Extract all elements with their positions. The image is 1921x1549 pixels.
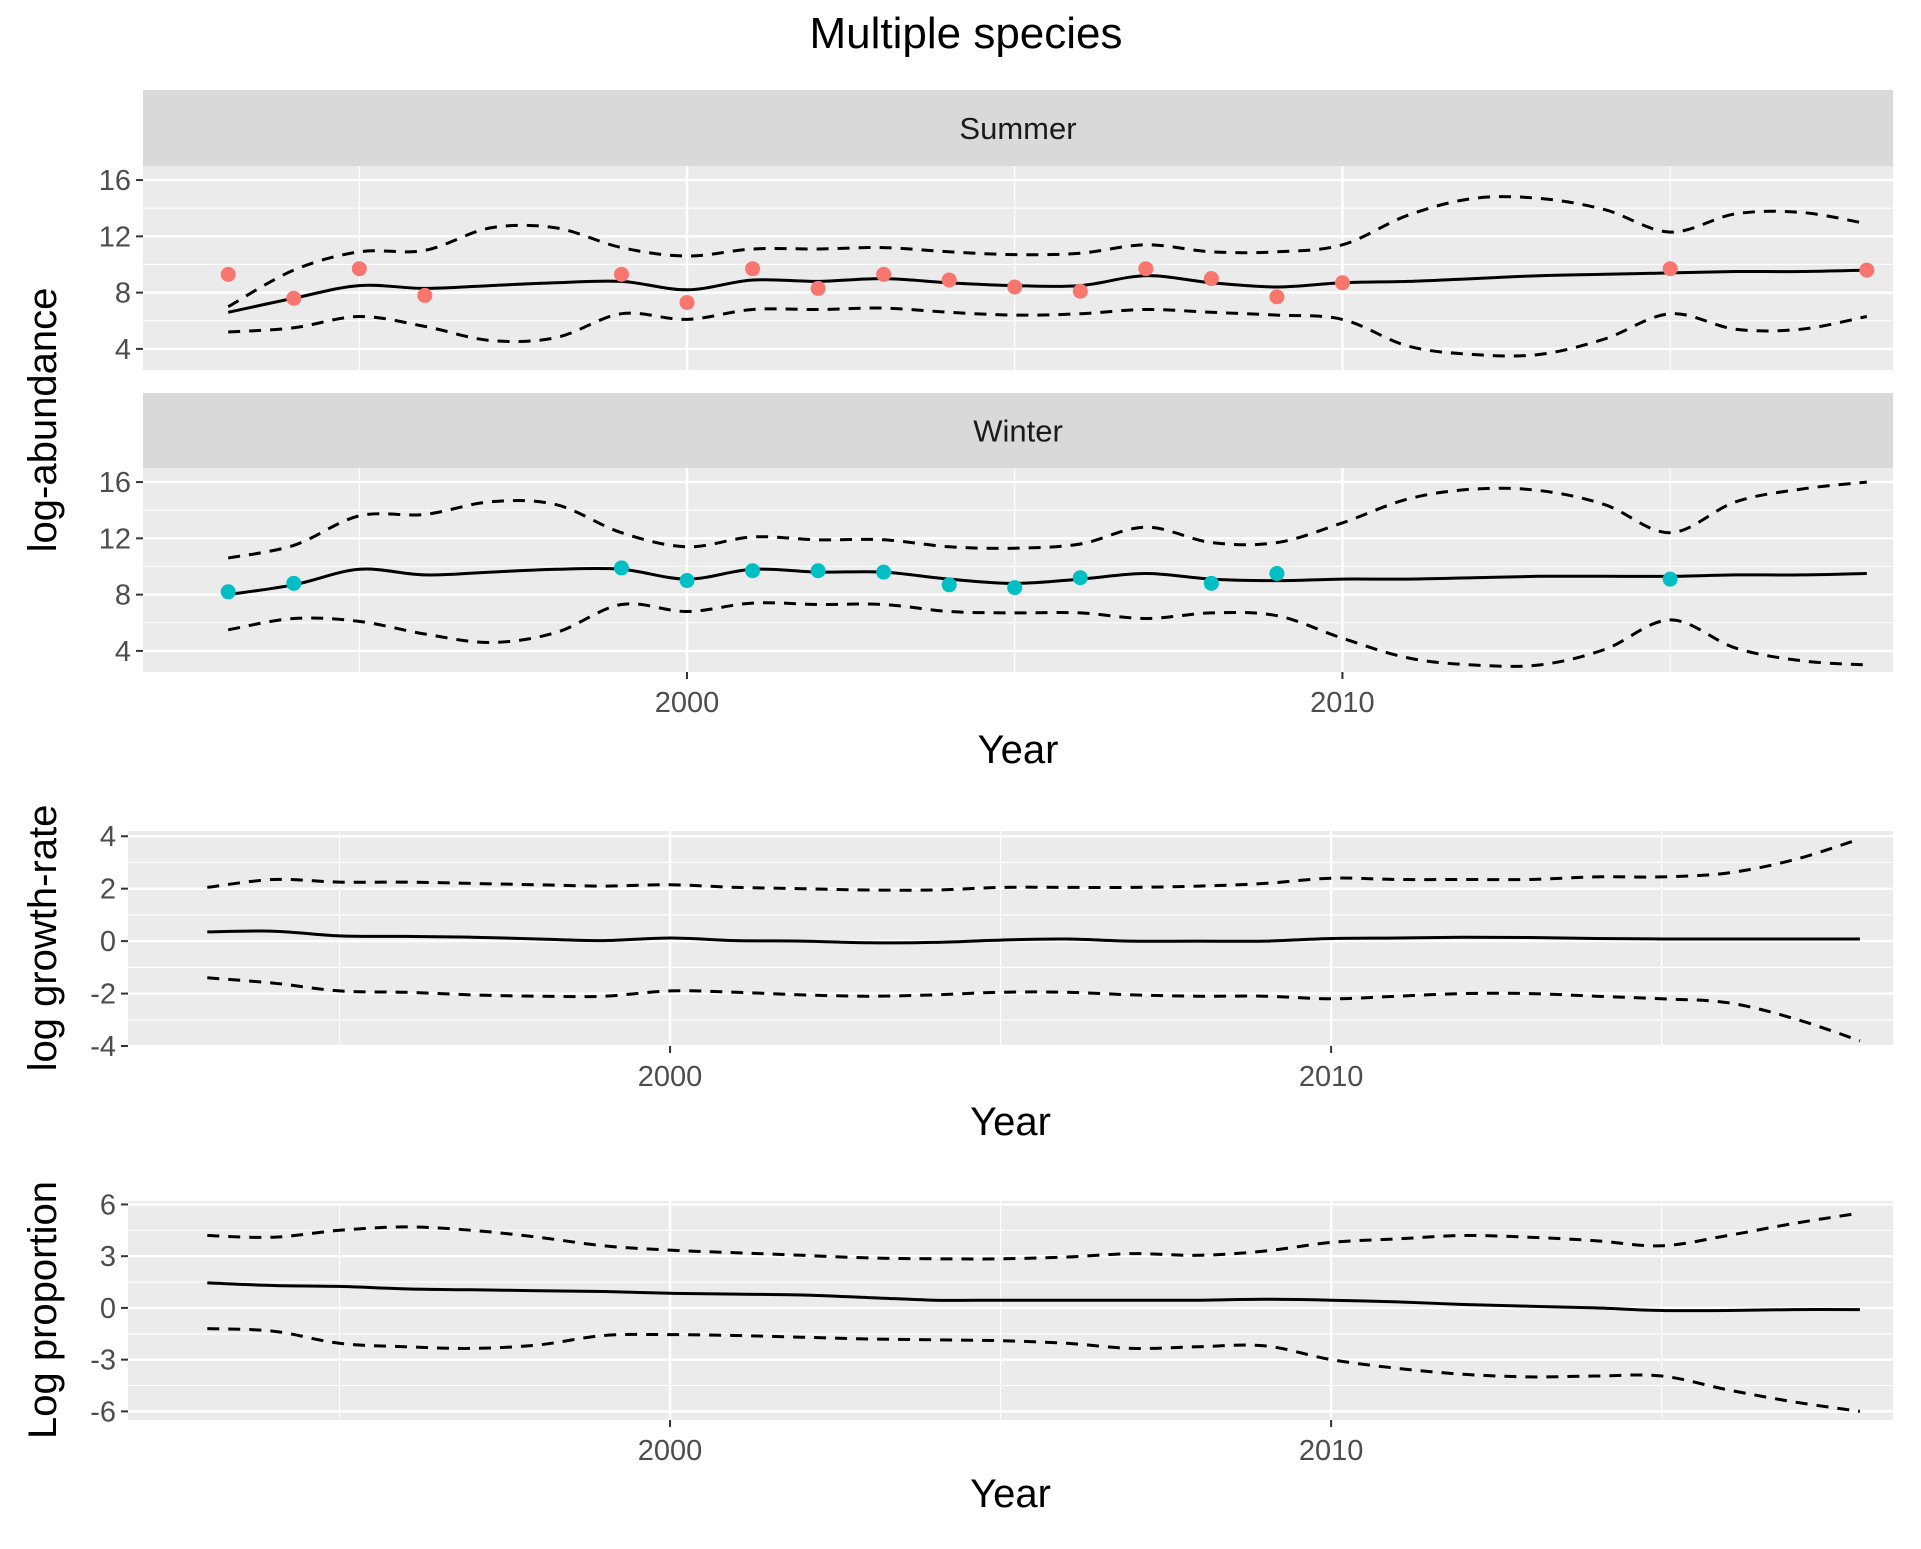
panel-summer: Summer 4 8 12 16 log-abundance xyxy=(21,90,1893,552)
data-point-summer xyxy=(1269,289,1285,305)
y-axis-title: log-abundance xyxy=(21,288,65,553)
x-tick-label: 2010 xyxy=(1299,1435,1364,1467)
y-tick-label: 0 xyxy=(100,1293,116,1325)
data-point-winter xyxy=(745,563,761,579)
data-point-winter xyxy=(810,563,826,579)
y-tick-label: 4 xyxy=(115,636,131,668)
data-point-summer xyxy=(876,266,892,282)
data-point-summer xyxy=(941,272,957,288)
y-tick-label: -3 xyxy=(90,1345,116,1377)
data-point-summer xyxy=(417,287,433,303)
data-point-winter xyxy=(613,560,629,576)
lower-interval-line xyxy=(228,306,1868,358)
y-axis-title: Log proportion xyxy=(21,1181,65,1439)
data-point-winter xyxy=(1662,571,1678,587)
facet-label-summer: Summer xyxy=(959,111,1076,146)
x-axis-title: Year xyxy=(970,1100,1051,1144)
y-tick-label: 6 xyxy=(100,1189,116,1221)
x-tick-label: 2000 xyxy=(638,1061,703,1093)
y-tick-label: 3 xyxy=(100,1241,116,1273)
facet-strip-winter xyxy=(143,393,1893,468)
panel-winter: Winter 4 8 12 16 2000 2010 Year xyxy=(99,393,1893,772)
data-point-summer xyxy=(1203,271,1219,287)
x-tick-label: 2000 xyxy=(655,687,720,719)
data-point-summer xyxy=(1138,261,1154,277)
estimate-line xyxy=(207,1281,1860,1313)
estimate-line xyxy=(227,268,1867,314)
upper-interval-line xyxy=(207,1211,1861,1261)
data-point-summer xyxy=(1072,283,1088,299)
data-point-winter xyxy=(1269,566,1285,582)
upper-interval-line xyxy=(227,480,1867,560)
panel-background-winter xyxy=(143,468,1893,672)
data-point-winter xyxy=(679,573,695,589)
panel-background-proportion xyxy=(128,1201,1893,1420)
y-tick-label: 16 xyxy=(99,165,131,197)
panel-proportion: 6 3 0 -3 -6 2000 2010 Year Log proportion xyxy=(21,1181,1893,1516)
panel-background-summer xyxy=(143,166,1893,370)
x-tick-label: 2010 xyxy=(1299,1061,1364,1093)
data-point-summer xyxy=(810,280,826,296)
y-tick-label: -4 xyxy=(90,1031,116,1063)
data-point-winter xyxy=(941,577,957,593)
y-tick-label: 12 xyxy=(99,221,131,253)
panel-growth: 4 2 0 -2 -4 2000 2010 Year log growth-rate xyxy=(21,805,1893,1144)
y-tick-label: -6 xyxy=(90,1396,116,1428)
facet-strip-summer xyxy=(143,90,1893,166)
data-point-summer xyxy=(1859,262,1875,278)
data-point-summer xyxy=(1334,275,1350,291)
chart-title: Multiple species xyxy=(809,9,1122,58)
estimate-line xyxy=(227,566,1867,597)
data-point-summer xyxy=(351,261,367,277)
y-tick-label: 2 xyxy=(100,874,116,906)
y-tick-label: -2 xyxy=(90,979,116,1011)
data-point-summer xyxy=(286,290,302,306)
data-point-winter xyxy=(1072,570,1088,586)
y-tick-label: 8 xyxy=(115,278,131,310)
y-tick-label: 4 xyxy=(115,334,131,366)
data-point-summer xyxy=(1007,279,1023,295)
y-tick-label: 0 xyxy=(100,926,116,958)
x-axis-title: Year xyxy=(970,1472,1051,1516)
data-point-winter xyxy=(876,564,892,580)
data-point-winter xyxy=(1007,580,1023,596)
facet-label-winter: Winter xyxy=(973,414,1063,449)
y-tick-label: 12 xyxy=(99,523,131,555)
upper-interval-line xyxy=(207,837,1861,892)
lower-interval-line xyxy=(227,601,1867,668)
y-tick-label: 4 xyxy=(100,821,116,853)
x-tick-label: 2000 xyxy=(638,1435,703,1467)
data-point-winter xyxy=(220,584,236,600)
data-point-winter xyxy=(1203,575,1219,591)
data-point-summer xyxy=(745,261,761,277)
upper-interval-line xyxy=(227,195,1868,309)
y-tick-label: 16 xyxy=(99,467,131,499)
data-point-summer xyxy=(220,266,236,282)
estimate-line xyxy=(207,929,1860,945)
x-axis-title: Year xyxy=(978,728,1059,772)
data-point-summer xyxy=(679,294,695,310)
data-point-winter xyxy=(286,575,302,591)
y-axis-title: log growth-rate xyxy=(21,805,65,1072)
data-point-summer xyxy=(1662,261,1678,277)
lower-interval-line xyxy=(207,1327,1861,1413)
y-tick-label: 8 xyxy=(115,580,131,612)
x-tick-label: 2010 xyxy=(1310,687,1375,719)
lower-interval-line xyxy=(207,976,1861,1043)
data-point-summer xyxy=(613,266,629,282)
